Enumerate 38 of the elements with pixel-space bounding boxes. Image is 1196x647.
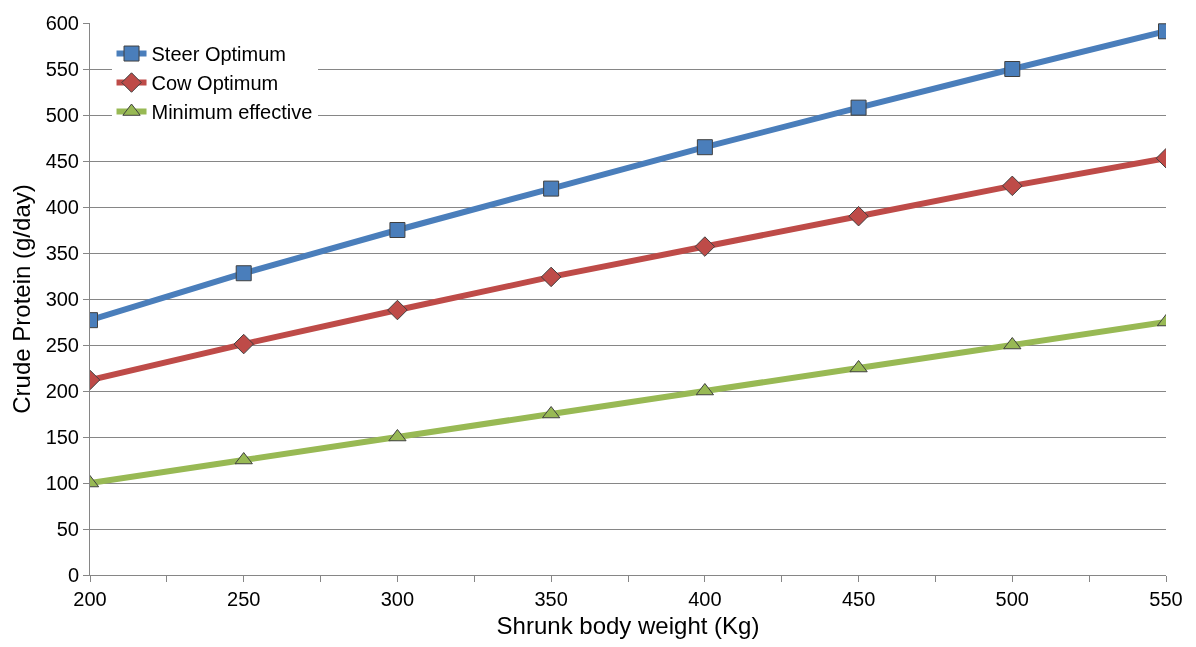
x-tick-label: 500	[995, 588, 1029, 610]
point	[233, 333, 254, 355]
y-tick-label: 450	[45, 150, 79, 172]
y-tick-label: 500	[45, 104, 79, 126]
x-tick-label: 450	[841, 588, 876, 610]
y-tick-label: 350	[45, 242, 79, 264]
y-tick-label: 300	[45, 288, 79, 310]
point	[1002, 175, 1023, 197]
point	[694, 236, 716, 257]
legend-label: Cow Optimum	[151, 72, 279, 95]
y-tick-label: 250	[45, 334, 79, 356]
y-tick-label: 0	[67, 564, 79, 586]
y-tick-label: 600	[45, 12, 79, 34]
point	[848, 205, 869, 227]
y-tick-label: 100	[45, 472, 79, 494]
point	[387, 299, 408, 321]
point	[696, 139, 713, 156]
legend-label: Steer Optimum	[151, 43, 286, 66]
x-tick-label: 200	[73, 588, 107, 610]
point	[850, 99, 867, 116]
legend-label: Minimum effective	[151, 101, 313, 124]
y-axis-title: Crude Protein (g/day)	[7, 184, 35, 414]
y-tick-label: 400	[45, 196, 79, 218]
x-tick-label: 550	[1149, 588, 1183, 610]
point	[1004, 61, 1021, 77]
x-axis-title: Shrunk body weight (Kg)	[496, 612, 760, 640]
x-tick-label: 300	[380, 588, 415, 610]
y-tick-label: 550	[45, 58, 79, 80]
point	[543, 180, 560, 197]
x-tick-label: 400	[688, 588, 722, 610]
point	[235, 265, 252, 282]
point	[389, 222, 406, 238]
y-tick-label: 50	[56, 518, 79, 540]
x-tick-label: 350	[534, 588, 568, 610]
point	[540, 266, 562, 288]
y-tick-label: 150	[45, 426, 79, 448]
y-tick-label: 200	[45, 380, 79, 402]
x-tick-label: 250	[227, 588, 261, 610]
